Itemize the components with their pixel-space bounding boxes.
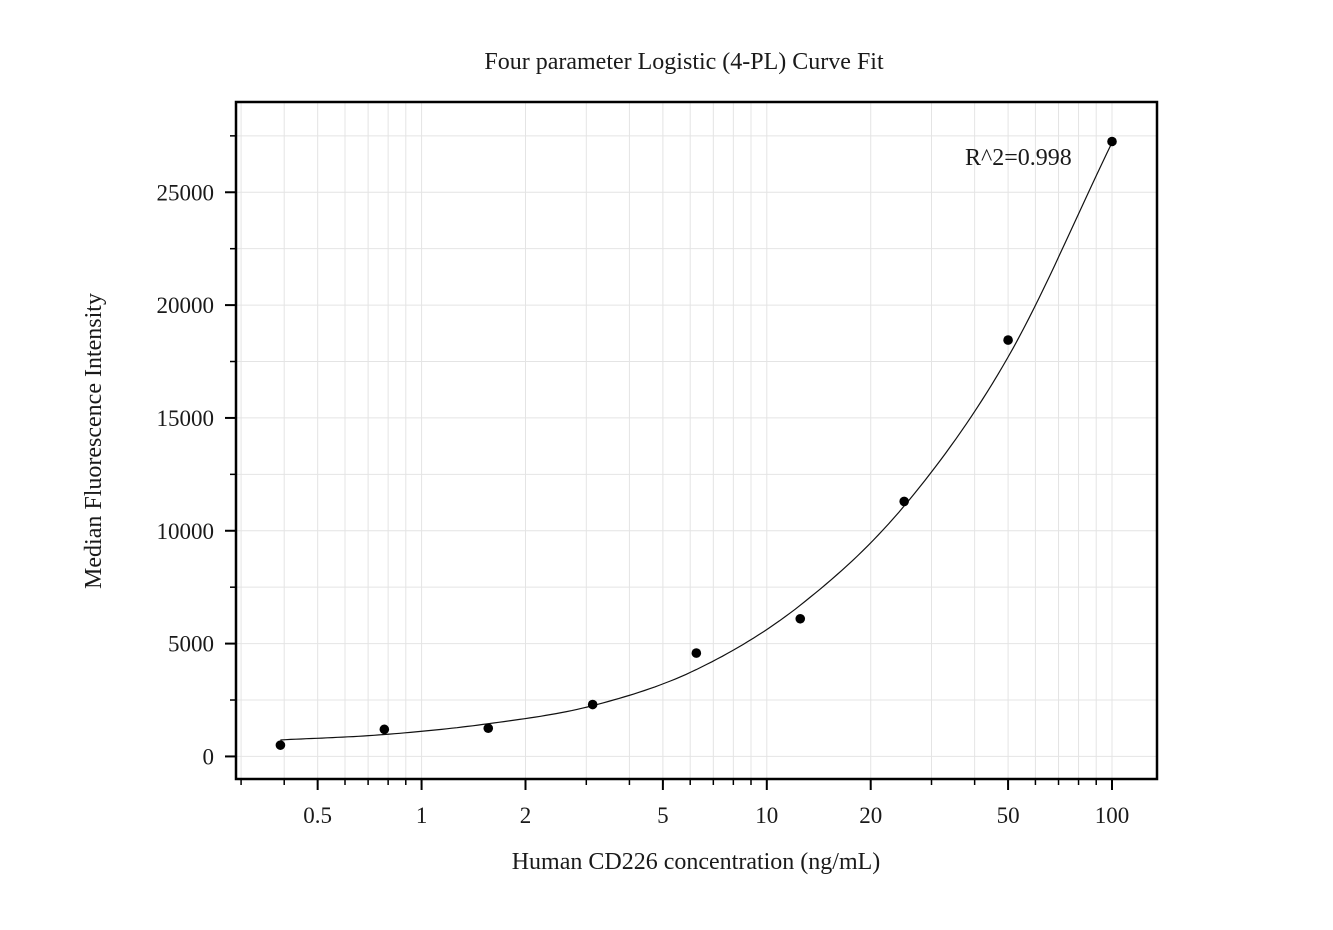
data-point: [899, 496, 909, 507]
y-tick-label: 15000: [157, 406, 215, 431]
data-point: [1107, 136, 1117, 147]
r-squared-annotation: R^2=0.998: [965, 145, 1072, 171]
data-points: [275, 136, 1117, 750]
data-point: [587, 699, 598, 710]
x-tick-label: 20: [859, 803, 882, 828]
fit-curve-line: [280, 142, 1113, 741]
y-tick-label: 0: [203, 744, 215, 769]
x-tick-label: 2: [520, 803, 532, 828]
grid: [236, 102, 1157, 779]
x-tick-label: 0.5: [303, 803, 332, 828]
y-axis: 0 5000 10000 15000 20000 25000: [157, 135, 236, 769]
y-tick-label: 5000: [168, 632, 214, 657]
x-tick-label: 50: [997, 803, 1020, 828]
x-tick-label: 10: [755, 803, 778, 828]
data-point: [275, 740, 286, 750]
x-tick-label: 5: [657, 803, 669, 828]
x-axis: 0.5 1 2 5 10 20 50 100: [240, 779, 1130, 828]
data-point: [1003, 335, 1013, 345]
y-tick-label: 20000: [157, 293, 215, 318]
y-tick-label: 10000: [157, 519, 215, 544]
x-tick-label: 1: [416, 803, 428, 828]
plot-frame: [234, 100, 1159, 781]
data-point: [379, 724, 390, 735]
fit-curve-layer: [280, 142, 1113, 741]
x-axis-label: Human CD226 concentration (ng/mL): [512, 849, 881, 875]
y-tick-label: 25000: [157, 180, 215, 205]
data-point: [483, 723, 494, 734]
data-point: [795, 613, 806, 624]
x-tick-label: 100: [1095, 803, 1130, 828]
chart-title: Four parameter Logistic (4-PL) Curve Fit: [484, 49, 884, 75]
data-point: [691, 648, 702, 658]
y-axis-label: Median Fluorescence Intensity: [81, 293, 107, 589]
